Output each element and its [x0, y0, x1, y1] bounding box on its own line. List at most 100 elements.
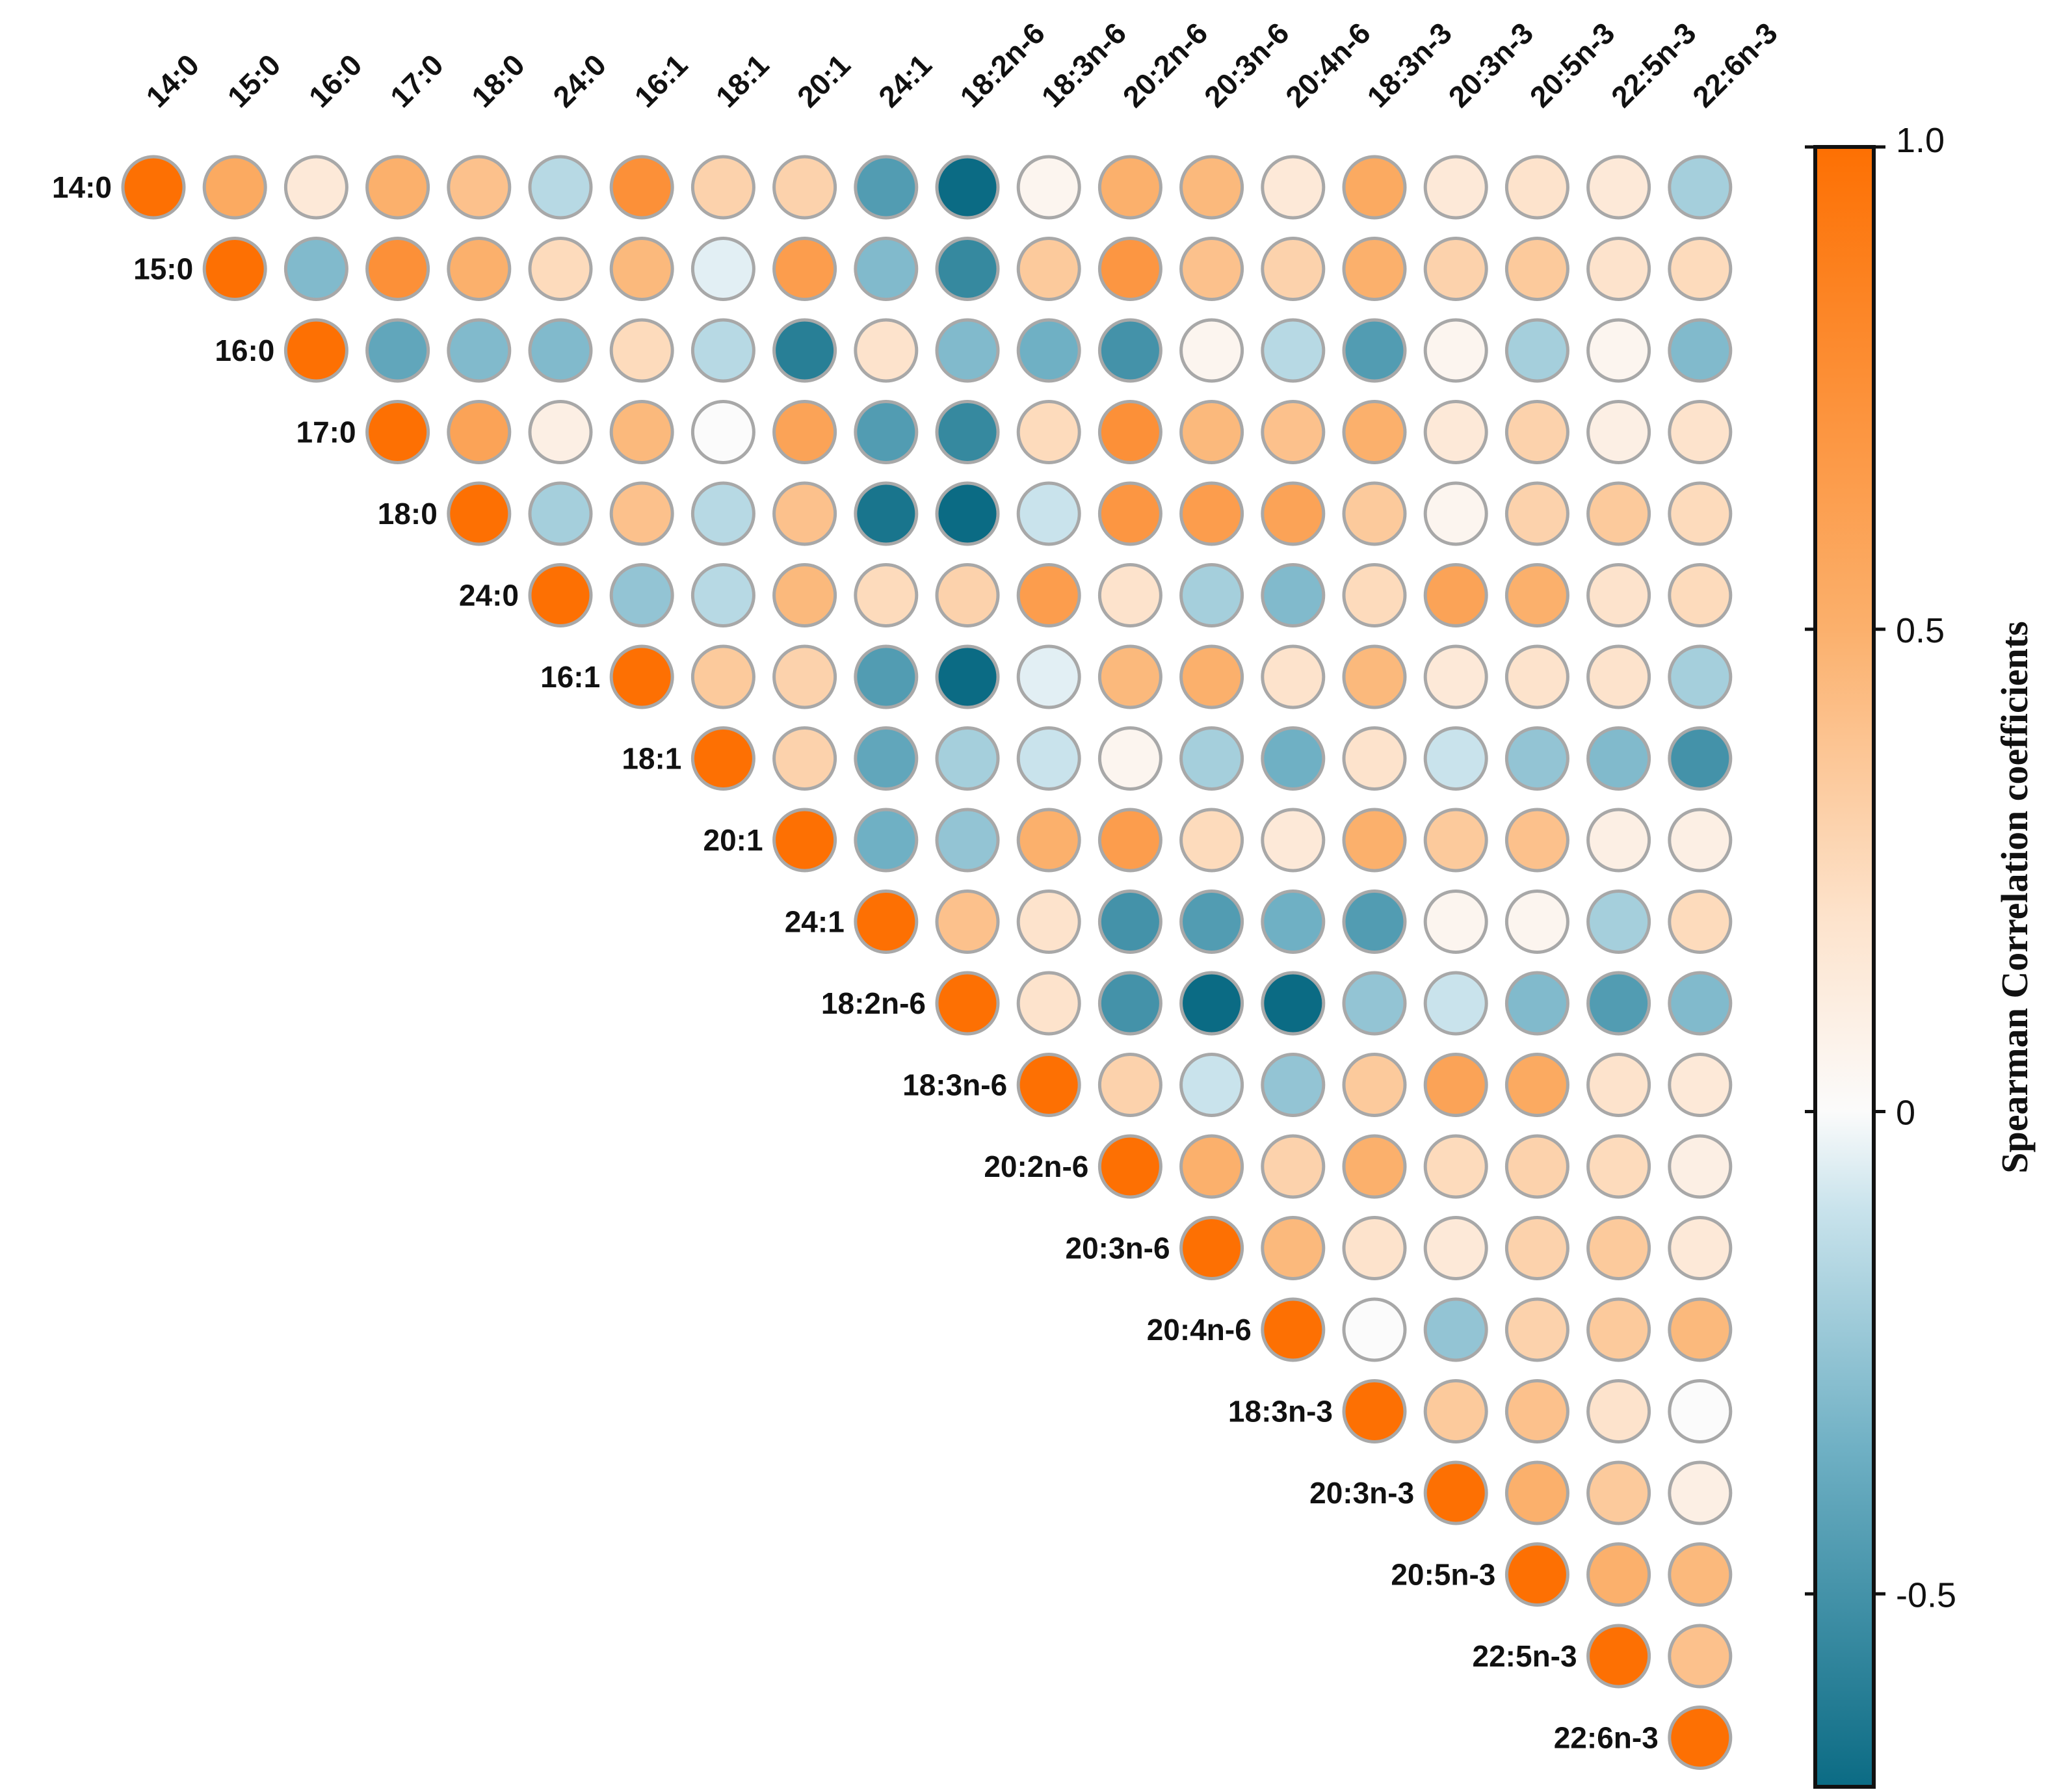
corr-circle-18-0-20-3n-3 [1423, 481, 1488, 546]
corr-circle-14-0-24-0 [528, 155, 593, 220]
colorbar-gradient [1813, 145, 1876, 1789]
corr-circle-18-1-22-5n-3 [1586, 726, 1651, 791]
corr-circle-17-0-18-3n-3 [1342, 400, 1407, 464]
corr-circle-16-1-22-5n-3 [1586, 644, 1651, 709]
corr-circle-16-0-24-1 [854, 318, 919, 383]
column-label-20-5n-3: 20:5n-3 [1523, 16, 1621, 114]
corr-circle-16-1-18-2n-6 [935, 644, 1000, 709]
corr-circle-16-0-20-3n-6 [1179, 318, 1244, 383]
corr-circle-20-1-18-3n-6 [1016, 808, 1081, 873]
corr-circle-15-0-22-6n-3 [1668, 237, 1733, 301]
corr-circle-18-1-20-3n-3 [1423, 726, 1488, 791]
corr-circle-18-0-20-2n-6 [1097, 481, 1162, 546]
row-label-17-0: 17:0 [296, 415, 356, 449]
corr-circle-20-1-18-3n-3 [1342, 808, 1407, 873]
corr-circle-14-0-22-5n-3 [1586, 155, 1651, 220]
row-labels-layer: 14:0 15:0 16:0 17:0 18:0 24:0 16:1 18:1 20:1 24:1… [52, 170, 1659, 1755]
corr-circle-20-3n-6-20-3n-3 [1423, 1216, 1488, 1280]
corr-circle-20-1-22-6n-3 [1668, 808, 1733, 873]
corr-circle-15-0-20-3n-6 [1179, 237, 1244, 301]
corr-circle-24-0-22-6n-3 [1668, 563, 1733, 627]
colorbar-tick-label: 0 [1896, 1094, 1915, 1133]
corr-circle-20-3n-6-22-5n-3 [1586, 1216, 1651, 1280]
corr-circle-18-1-20-4n-6 [1261, 726, 1326, 791]
corr-circle-18-3n-6-20-3n-3 [1423, 1053, 1488, 1117]
corr-circle-18-0-18-3n-3 [1342, 481, 1407, 546]
corr-circle-20-5n-3-20-5n-3 [1504, 1542, 1569, 1607]
corr-circle-16-1-24-1 [854, 644, 919, 709]
corr-circle-16-0-17-0 [365, 318, 430, 383]
corr-circle-18-2n-6-22-5n-3 [1586, 971, 1651, 1036]
corr-circle-20-4n-6-18-3n-3 [1342, 1297, 1407, 1362]
corr-circle-16-0-18-3n-6 [1016, 318, 1081, 383]
corr-circle-18-0-22-5n-3 [1586, 481, 1651, 546]
corr-circle-16-1-18-3n-6 [1016, 644, 1081, 709]
corr-circle-14-0-16-0 [283, 155, 348, 220]
corr-circle-20-1-20-1 [772, 808, 837, 873]
column-labels-layer: 14:0 15:0 16:0 17:0 18:0 24:0 16:1 18:1 20:1 24:1… [139, 16, 1783, 114]
corr-circle-16-0-16-1 [609, 318, 674, 383]
corr-circle-18-1-18-1 [690, 726, 755, 791]
corr-circle-16-1-16-1 [609, 644, 674, 709]
corr-circle-18-1-18-3n-3 [1342, 726, 1407, 791]
row-label-20-1: 20:1 [703, 823, 763, 857]
corr-circle-15-0-15-0 [202, 237, 267, 301]
corr-circle-20-1-18-2n-6 [935, 808, 1000, 873]
row-label-20-5n-3: 20:5n-3 [1391, 1558, 1495, 1592]
circles-layer [121, 155, 1733, 1770]
row-label-24-1: 24:1 [785, 905, 845, 939]
row-label-18-2n-6: 18:2n-6 [821, 986, 926, 1020]
corr-circle-14-0-20-2n-6 [1097, 155, 1162, 220]
corr-circle-18-3n-6-20-4n-6 [1261, 1053, 1326, 1117]
corr-circle-18-0-18-2n-6 [935, 481, 1000, 546]
corr-circle-17-0-20-2n-6 [1097, 400, 1162, 464]
corr-circle-18-2n-6-20-3n-3 [1423, 971, 1488, 1036]
row-label-16-0: 16:0 [215, 334, 274, 367]
corr-circle-17-0-17-0 [365, 400, 430, 464]
corr-circle-16-1-20-5n-3 [1504, 644, 1569, 709]
corr-circle-15-0-20-2n-6 [1097, 237, 1162, 301]
column-label-18-3n-3: 18:3n-3 [1360, 16, 1458, 114]
corr-circle-20-2n-6-22-5n-3 [1586, 1134, 1651, 1199]
corr-circle-20-1-20-3n-3 [1423, 808, 1488, 873]
corr-circle-16-0-20-4n-6 [1261, 318, 1326, 383]
corr-circle-15-0-18-2n-6 [935, 237, 1000, 301]
corr-circle-20-3n-6-20-4n-6 [1261, 1216, 1326, 1280]
corr-circle-24-0-20-4n-6 [1261, 563, 1326, 627]
corr-circle-18-3n-3-22-5n-3 [1586, 1379, 1651, 1443]
corr-circle-20-5n-3-22-6n-3 [1668, 1542, 1733, 1607]
corr-circle-18-3n-6-18-3n-6 [1016, 1053, 1081, 1117]
row-label-14-0: 14:0 [52, 170, 112, 204]
corr-circle-15-0-18-0 [447, 237, 512, 301]
corr-circle-17-0-20-5n-3 [1504, 400, 1569, 464]
row-label-20-3n-3: 20:3n-3 [1309, 1476, 1414, 1510]
corr-circle-20-4n-6-20-5n-3 [1504, 1297, 1569, 1362]
corr-circle-18-2n-6-20-2n-6 [1097, 971, 1162, 1036]
column-label-20-1: 20:1 [791, 47, 857, 114]
corr-circle-18-2n-6-18-3n-6 [1016, 971, 1081, 1036]
corr-circle-20-1-20-4n-6 [1261, 808, 1326, 873]
corr-circle-18-0-20-4n-6 [1261, 481, 1326, 546]
corr-circle-20-1-20-5n-3 [1504, 808, 1569, 873]
column-label-17-0: 17:0 [384, 47, 450, 114]
column-label-20-2n-6: 20:2n-6 [1116, 16, 1214, 114]
corr-circle-15-0-16-0 [283, 237, 348, 301]
corr-circle-14-0-18-0 [447, 155, 512, 220]
corr-circle-18-0-20-1 [772, 481, 837, 546]
corr-circle-18-1-18-3n-6 [1016, 726, 1081, 791]
corr-circle-20-2n-6-20-3n-3 [1423, 1134, 1488, 1199]
corr-circle-24-0-18-3n-6 [1016, 563, 1081, 627]
corr-circle-18-2n-6-22-6n-3 [1668, 971, 1733, 1036]
corr-circle-24-0-18-1 [690, 563, 755, 627]
colorbar-tick-label: 0.5 [1896, 611, 1945, 650]
row-label-18-3n-6: 18:3n-6 [902, 1068, 1007, 1102]
corr-circle-24-1-20-2n-6 [1097, 889, 1162, 954]
corr-circle-15-0-20-1 [772, 237, 837, 301]
corr-circle-14-0-22-6n-3 [1668, 155, 1733, 220]
column-label-14-0: 14:0 [139, 47, 205, 114]
corr-circle-18-3n-6-20-2n-6 [1097, 1053, 1162, 1117]
corr-circle-24-0-24-0 [528, 563, 593, 627]
corr-circle-20-1-22-5n-3 [1586, 808, 1651, 873]
corr-circle-22-5n-3-22-5n-3 [1586, 1624, 1651, 1689]
corr-circle-18-1-20-3n-6 [1179, 726, 1244, 791]
